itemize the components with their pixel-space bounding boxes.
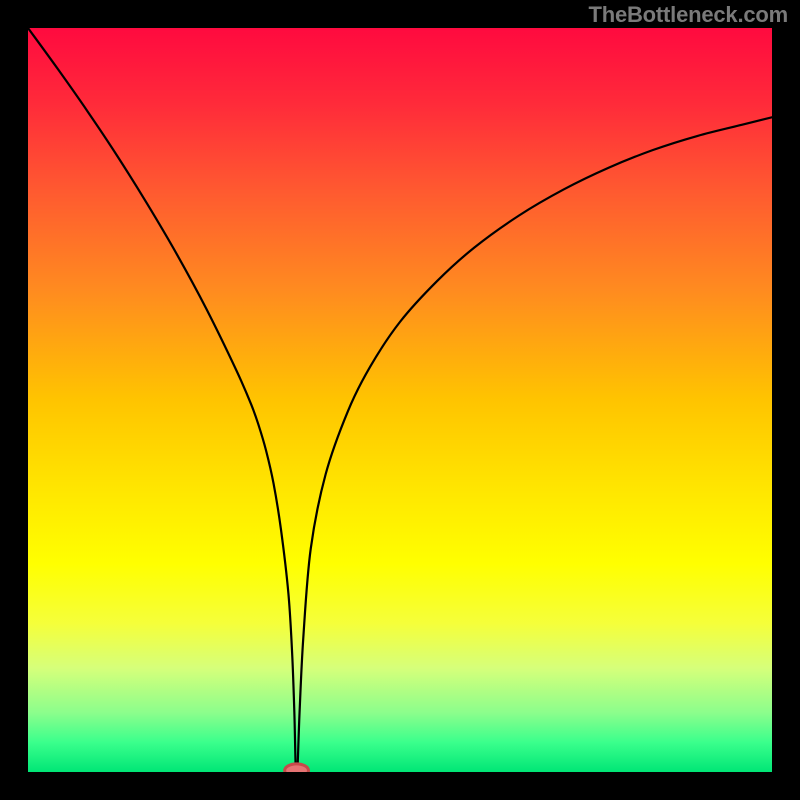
bottleneck-chart [0,0,800,800]
optimal-point-marker [285,764,309,777]
chart-container: TheBottleneck.com [0,0,800,800]
plot-background [28,28,772,772]
watermark-text: TheBottleneck.com [588,2,788,28]
